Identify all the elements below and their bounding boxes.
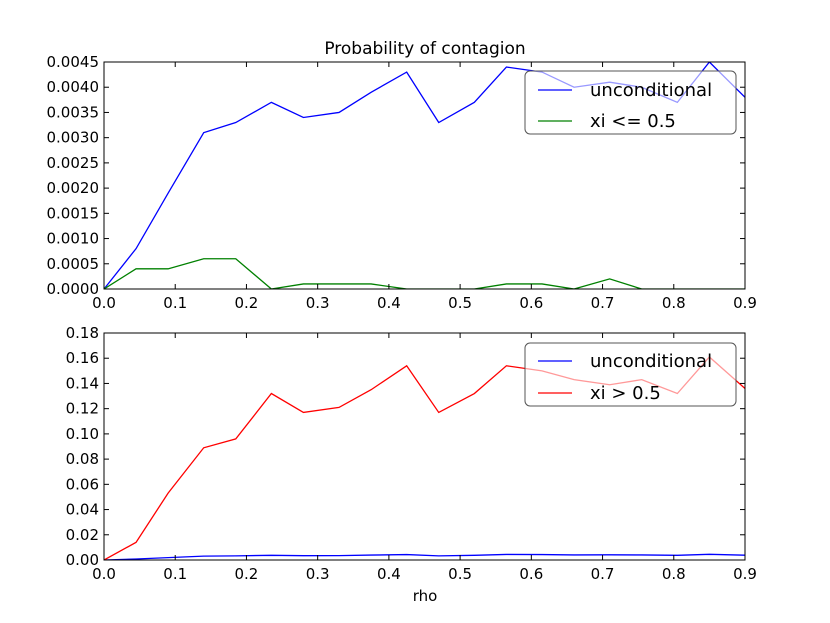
- top-x-tick-label: 0.0: [92, 294, 116, 312]
- bottom-legend-label-xi-gt: xi > 0.5: [590, 383, 661, 404]
- top-chart-title: Probability of contagion: [324, 39, 525, 59]
- bottom-x-axis-label: rho: [413, 587, 438, 605]
- top-legend-box: [524, 70, 737, 135]
- top-y-tick-label: 0.0005: [47, 255, 100, 273]
- top-y-tick-label: 0.0010: [47, 230, 100, 248]
- top-x-tick-label: 0.4: [377, 294, 401, 312]
- bottom-y-tick-label: 0.12: [66, 400, 99, 418]
- bottom-y-tick-label: 0.08: [66, 450, 99, 468]
- top-x-tick-label: 0.3: [306, 294, 330, 312]
- bottom-x-tick-label: 0.1: [163, 565, 187, 583]
- bottom-series-line-0: [104, 553, 745, 560]
- bottom-subplot: 0.0 0.1 0.2 0.3 0.4 0.5 0.6 0.7 0.8 0.9 0.00 0.02 0.…: [66, 324, 757, 605]
- bottom-x-tick-label: 0.8: [662, 565, 686, 583]
- top-y-tick-label: 0.0025: [47, 154, 100, 172]
- top-x-tick-label: 0.7: [591, 294, 615, 312]
- bottom-y-tick-label: 0.02: [66, 526, 99, 544]
- top-y-tick-label: 0.0045: [47, 53, 100, 71]
- bottom-x-tick-label: 0.6: [519, 565, 543, 583]
- bottom-y-tick-label: 0.04: [66, 501, 99, 519]
- bottom-x-tick-label: 0.5: [448, 565, 472, 583]
- bottom-legend-box: [524, 342, 737, 407]
- bottom-x-tick-label: 0.7: [591, 565, 615, 583]
- bottom-y-tick-label: 0.14: [66, 374, 99, 392]
- top-x-tick-label: 0.8: [662, 294, 686, 312]
- bottom-legend: unconditional xi > 0.5: [524, 342, 737, 407]
- top-legend-label-unconditional: unconditional: [590, 80, 712, 101]
- bottom-x-tick-label: 0.4: [377, 565, 401, 583]
- top-y-tick-label: 0.0030: [47, 129, 100, 147]
- top-legend-label-xi-le: xi <= 0.5: [590, 111, 676, 132]
- top-x-tick-label: 0.6: [519, 294, 543, 312]
- bottom-axes-frame: [103, 332, 746, 561]
- bottom-y-tick-label: 0.00: [66, 551, 99, 569]
- bottom-x-tick-label: 0.0: [92, 565, 116, 583]
- bottom-x-tick-label: 0.2: [235, 565, 259, 583]
- bottom-y-tick-label: 0.10: [66, 425, 99, 443]
- bottom-legend-label-unconditional: unconditional: [590, 351, 712, 372]
- bottom-y-tick-label: 0.06: [66, 475, 99, 493]
- top-x-tick-label: 0.2: [235, 294, 259, 312]
- top-subplot: Probability of contagion 0.0 0.1 0.2 0.3 0.4…: [47, 39, 757, 312]
- bottom-x-tick-label: 0.3: [306, 565, 330, 583]
- top-y-tick-label: 0.0000: [47, 280, 100, 298]
- bottom-y-tick-label: 0.18: [66, 324, 99, 342]
- top-legend: unconditional xi <= 0.5: [524, 70, 737, 135]
- top-y-tick-label: 0.0020: [47, 179, 100, 197]
- bottom-x-tick-label: 0.9: [733, 565, 757, 583]
- top-axes-frame: [103, 61, 746, 290]
- bottom-plot-area: 0.0 0.1 0.2 0.3 0.4 0.5 0.6 0.7 0.8 0.9 0.00 0.02 0.…: [66, 324, 757, 583]
- top-x-tick-label: 0.1: [163, 294, 187, 312]
- top-series-line-1: [104, 258, 745, 289]
- top-y-tick-label: 0.0015: [47, 204, 100, 222]
- top-y-tick-label: 0.0035: [47, 103, 100, 121]
- top-x-tick-label: 0.9: [733, 294, 757, 312]
- top-y-tick-label: 0.0040: [47, 78, 100, 96]
- bottom-y-tick-label: 0.16: [66, 349, 99, 367]
- top-x-tick-label: 0.5: [448, 294, 472, 312]
